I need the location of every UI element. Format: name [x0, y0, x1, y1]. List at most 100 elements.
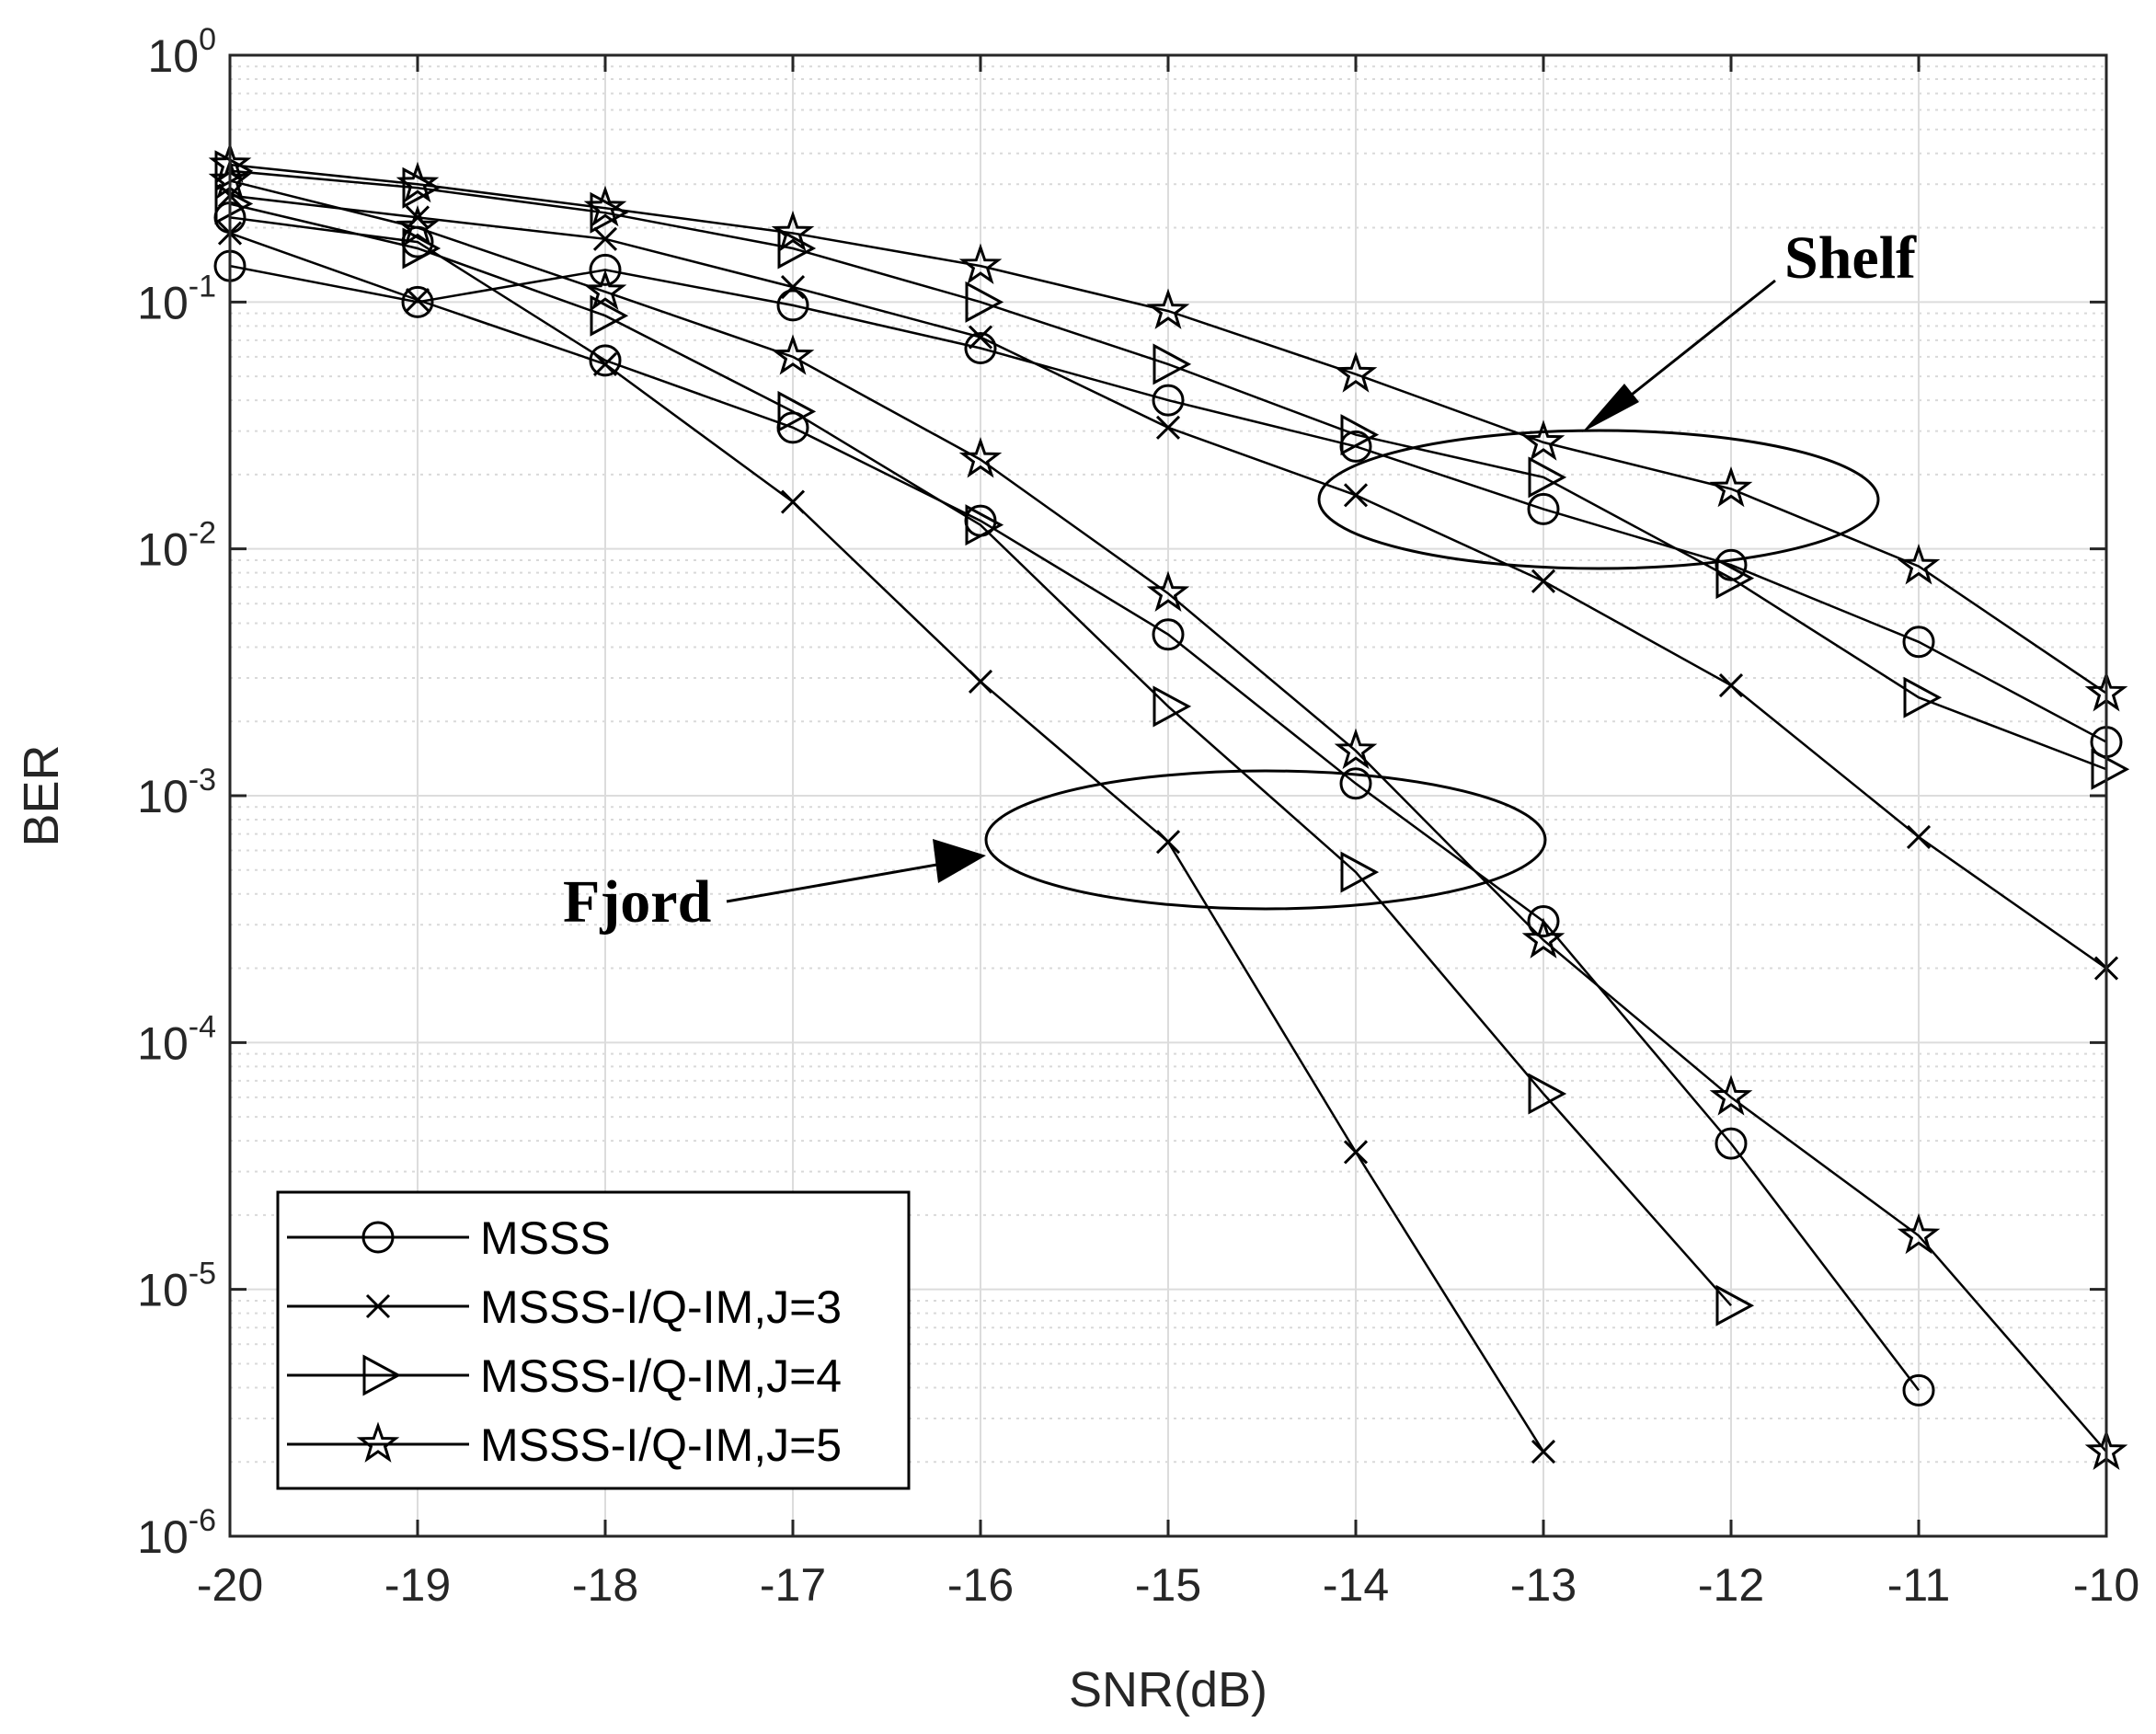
data-point-x: [1155, 830, 1181, 855]
x-tick-label: -18: [572, 1559, 638, 1611]
data-point-circle: [776, 289, 809, 322]
x-tick-label: -12: [1698, 1559, 1764, 1611]
data-point-x: [1718, 672, 1744, 698]
data-point-x: [1343, 1140, 1369, 1165]
data-point-triangle: [214, 183, 254, 225]
x-axis-label: SNR(dB): [1069, 1662, 1267, 1717]
legend-entry-j3: MSSS-I/Q-IM,J=3: [287, 1281, 842, 1333]
legend-entry-msss: MSSS: [287, 1212, 611, 1264]
data-point-circle: [401, 285, 434, 318]
series-shelf-triangle-right: [214, 150, 2130, 790]
data-point-circle: [361, 1221, 395, 1254]
data-point-triangle: [1903, 676, 1943, 718]
legend-label: MSSS-I/Q-IM,J=5: [480, 1419, 842, 1471]
series-line: [229, 232, 1545, 1453]
series-line: [229, 163, 2107, 695]
annotations: Shelf Fjord: [563, 224, 1917, 936]
y-tick-label: 10-2: [137, 516, 216, 576]
fjord-arrow-line: [726, 861, 948, 903]
fjord-arrowhead: [933, 839, 986, 883]
data-point-triangle: [1528, 1073, 1567, 1115]
legend-marker-circle-icon: [361, 1221, 395, 1254]
data-point-x: [968, 669, 993, 694]
shelf-arrow-line: [1609, 279, 1776, 414]
legend-label: MSSS-I/Q-IM,J=3: [480, 1281, 842, 1333]
y-tick-label: 10-6: [137, 1503, 216, 1563]
legend-entry-j5: MSSS-I/Q-IM,J=5: [287, 1419, 842, 1471]
data-point-circle: [1152, 384, 1185, 417]
x-tick-label: -19: [384, 1559, 451, 1611]
data-point-triangle: [777, 227, 817, 270]
data-point-x: [592, 351, 618, 376]
data-point-x: [592, 226, 618, 251]
data-point-star: [958, 437, 1003, 478]
series-layer: [208, 142, 2130, 1471]
data-point-x: [968, 325, 993, 350]
data-point-triangle: [965, 504, 1004, 546]
axes: -20 -19 -18 -17 -16 -15 -14 -13 -12 -11 -10 100 10-1…: [137, 22, 2139, 1611]
fjord-label: Fjord: [563, 868, 711, 936]
series-line: [229, 179, 2107, 1453]
data-point-star: [1334, 351, 1378, 393]
y-tick-label: 10-1: [137, 269, 216, 328]
data-point-triangle: [2091, 748, 2130, 790]
shelf-label: Shelf: [1784, 224, 1917, 292]
series-fjord-triangle-right: [214, 183, 1755, 1326]
x-tick-label: -10: [2073, 1559, 2139, 1611]
data-point-triangle: [1528, 456, 1567, 499]
data-point-circle: [1902, 1373, 1935, 1407]
data-point-circle: [1527, 904, 1560, 937]
data-point-circle: [589, 253, 622, 286]
data-point-star: [1709, 465, 1753, 508]
data-point-star: [771, 334, 815, 375]
data-point-star: [1521, 917, 1565, 959]
data-point-x: [780, 489, 806, 514]
shelf-arrowhead: [1582, 384, 1639, 432]
data-point-star: [396, 161, 440, 203]
y-axis-label: BER: [14, 744, 69, 846]
data-point-triangle: [777, 390, 817, 432]
series-line: [229, 216, 1920, 1392]
data-point-circle: [1339, 767, 1372, 800]
grid: [229, 54, 2107, 1537]
data-point-circle: [964, 332, 997, 365]
x-tick-label: -11: [1887, 1559, 1951, 1611]
data-point-star: [1709, 1074, 1753, 1116]
data-point-triangle: [1340, 851, 1380, 893]
legend: MSSS MSSS-I/Q-IM,J=3 MSSS-I/Q-IM,J=4 MSS…: [276, 1190, 911, 1490]
data-point-triangle: [590, 294, 629, 337]
data-point-x: [1343, 483, 1369, 508]
x-tick-label: -16: [947, 1559, 1014, 1611]
data-point-star: [396, 205, 440, 247]
data-point-x: [1531, 568, 1556, 593]
data-point-star: [583, 269, 627, 311]
data-point-circle: [589, 344, 622, 377]
data-point-x: [780, 274, 806, 300]
series-line: [229, 264, 2107, 743]
series-shelf-star: [208, 142, 2128, 712]
data-point-circle: [1152, 618, 1185, 651]
series-line: [229, 169, 2107, 771]
data-point-triangle: [1153, 685, 1192, 728]
data-point-triangle: [1340, 414, 1380, 456]
x-tick-label: -13: [1510, 1559, 1577, 1611]
data-point-triangle: [1715, 557, 1755, 600]
data-point-x: [405, 287, 430, 313]
data-point-star: [958, 243, 1003, 285]
data-point-star: [771, 210, 815, 252]
data-point-triangle: [362, 1354, 402, 1396]
x-tick-label: -14: [1323, 1559, 1389, 1611]
legend-marker-triangle-icon: [362, 1354, 402, 1396]
data-point-circle: [1902, 626, 1935, 659]
x-tick-label: -15: [1135, 1559, 1201, 1611]
y-tick-label: 10-5: [137, 1257, 216, 1316]
y-tick-label: 10-3: [137, 763, 216, 822]
x-tick-label: -20: [197, 1559, 263, 1611]
data-point-star: [1521, 419, 1565, 461]
legend-marker-star-icon: [356, 1421, 400, 1463]
legend-marker-x-icon: [365, 1293, 391, 1319]
legend-entry-j4: MSSS-I/Q-IM,J=4: [287, 1350, 842, 1402]
data-point-triangle: [590, 191, 629, 234]
data-point-x: [365, 1293, 391, 1319]
